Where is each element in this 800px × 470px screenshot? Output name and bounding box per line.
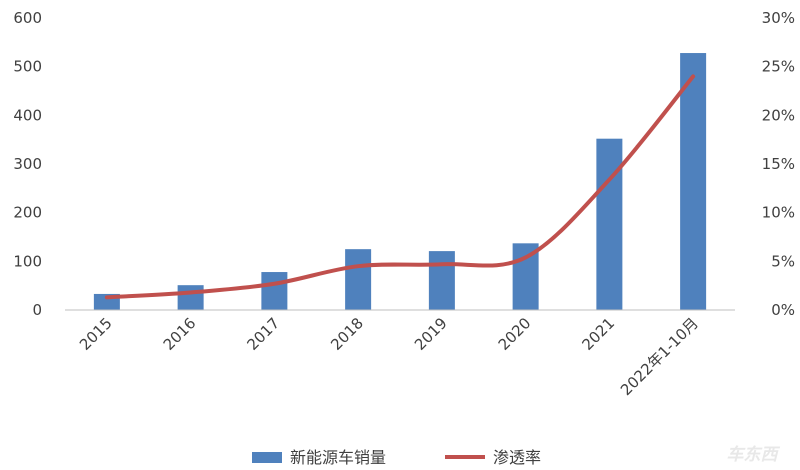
left-y-tick-label: 400 [13,106,42,124]
bar [177,285,204,310]
x-tick-label: 2015 [76,314,116,354]
x-tick-label: 2017 [243,314,283,354]
right-y-tick-label: 5% [771,252,795,270]
right-y-tick-label: 0% [771,301,795,319]
left-y-tick-label: 300 [13,155,42,173]
x-tick-label: 2019 [411,314,451,354]
right-y-tick-label: 25% [762,58,795,76]
bar [428,251,455,310]
legend-label-penetration: 渗透率 [493,448,541,467]
x-tick-label: 2022年1-10月 [617,314,702,399]
legend-swatch-bar [252,452,282,463]
legend-label-sales: 新能源车销量 [290,448,386,467]
left-y-tick-label: 0 [32,301,42,319]
watermark-logo: 车东西 [727,445,781,465]
line-series [104,74,696,300]
left-y-tick-label: 500 [13,58,42,76]
x-tick-label: 2016 [160,314,200,354]
left-y-tick-label: 100 [13,252,42,270]
bar [680,53,707,310]
left-y-tick-label: 600 [13,9,42,27]
right-y-tick-label: 20% [762,106,795,124]
bar [596,138,623,310]
bar [345,249,372,310]
right-y-tick-label: 10% [762,204,795,222]
bar-series [93,53,707,310]
right-y-axis: 0% 5% 10% 15% 20% 25% 30% [762,9,795,319]
x-tick-label: 2018 [327,314,367,354]
right-y-tick-label: 15% [762,155,795,173]
right-y-tick-label: 30% [762,9,795,27]
penetration-line [104,74,696,300]
left-y-tick-label: 200 [13,204,42,222]
x-tick-label: 2020 [495,314,535,354]
bar [261,272,288,310]
legend: 新能源车销量 渗透率 [252,448,541,467]
left-y-axis: 0 100 200 300 400 500 600 [13,9,42,319]
x-tick-label: 2021 [578,314,618,354]
